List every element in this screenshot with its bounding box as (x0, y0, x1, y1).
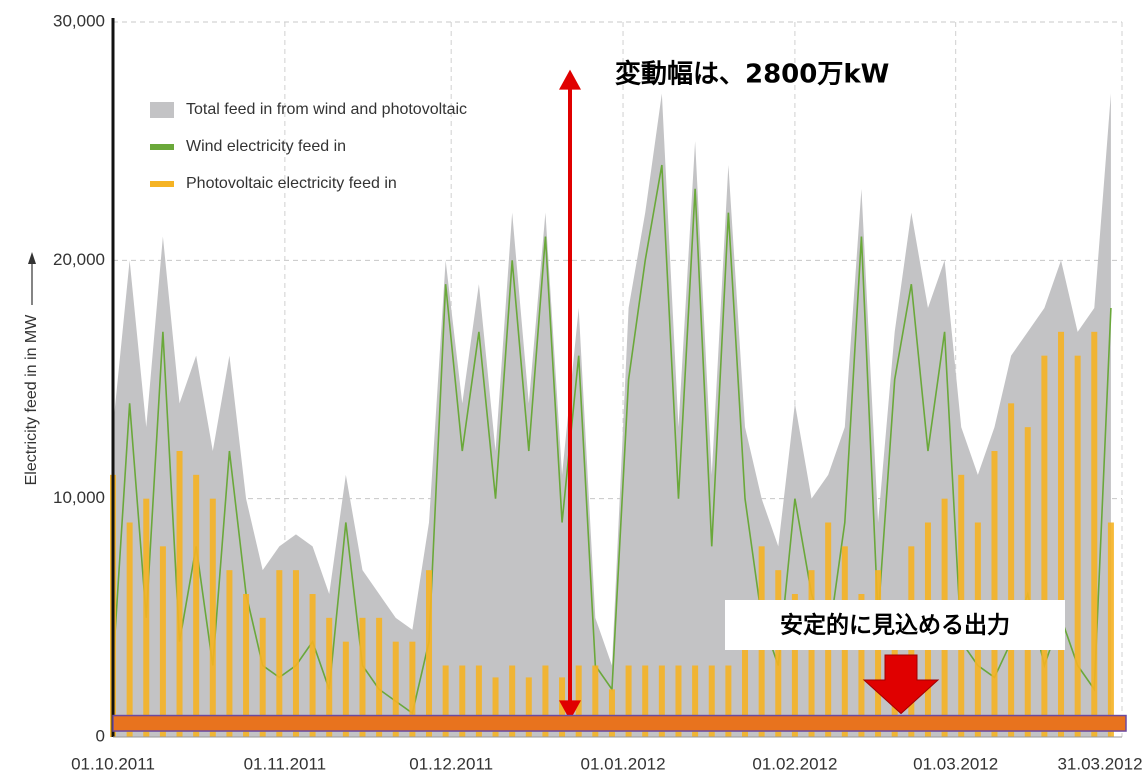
bar (159, 546, 166, 737)
bar (625, 665, 632, 737)
bar (342, 641, 349, 737)
bar (126, 522, 133, 737)
bar (1074, 355, 1081, 737)
annotation: 変動幅は、2800万kW (615, 59, 889, 90)
bar (292, 570, 299, 737)
arrow-head (559, 700, 581, 721)
bar (708, 665, 715, 737)
bar (276, 570, 283, 737)
bar (359, 617, 366, 737)
bar (1091, 331, 1098, 737)
bar (309, 594, 316, 737)
y-tick-label: 20,000 (53, 250, 105, 269)
annotation-box (725, 600, 1065, 650)
legend-swatch (150, 144, 174, 150)
y-tick-label: 30,000 (53, 11, 105, 30)
bar (1107, 522, 1114, 737)
bar (642, 665, 649, 737)
legend-swatch (150, 102, 174, 118)
bar (675, 665, 682, 737)
bar (692, 665, 699, 737)
x-tick-label: 01.11.2011 (244, 754, 327, 773)
legend-swatch (150, 181, 174, 187)
legend-label: Total feed in from wind and photovoltaic (186, 101, 467, 118)
bar (1041, 355, 1048, 737)
bar (209, 498, 216, 737)
legend-label: Photovoltaic electricity feed in (186, 175, 397, 192)
y-axis-label: Electricity feed in in MW (23, 314, 40, 486)
bar (742, 641, 749, 737)
bar (143, 498, 150, 737)
bar (858, 594, 865, 737)
legend-label: Wind electricity feed in (186, 138, 346, 155)
x-tick-label: 01.01.2012 (580, 754, 665, 773)
bar (259, 617, 266, 737)
legend-item: Total feed in from wind and photovoltaic (150, 101, 467, 118)
bar (525, 677, 532, 737)
bar (243, 594, 250, 737)
y-label-arrow (28, 252, 36, 305)
bar (326, 617, 333, 737)
bar (791, 594, 798, 737)
bar (193, 474, 200, 737)
bar (176, 451, 183, 737)
bar (459, 665, 466, 737)
bar (426, 570, 433, 737)
arrow-head (559, 69, 581, 90)
bar (1008, 403, 1015, 737)
bar (442, 665, 449, 737)
x-tick-label: 31.03.2012 (1057, 754, 1142, 773)
x-tick-label: 01.12.2011 (409, 754, 493, 773)
bar (226, 570, 233, 737)
bar (875, 570, 882, 737)
bar (608, 689, 615, 737)
bar (592, 665, 599, 737)
y-tick-label: 0 (96, 726, 105, 745)
bar (808, 570, 815, 737)
bar (1024, 427, 1031, 737)
annotation: 安定的に見込める出力 (780, 612, 1010, 639)
x-tick-label: 01.10.2011 (71, 754, 155, 773)
legend-item: Photovoltaic electricity feed in (150, 175, 397, 192)
bar (658, 665, 665, 737)
x-tick-label: 01.02.2012 (752, 754, 837, 773)
stable-band (112, 714, 1127, 732)
bar (475, 665, 482, 737)
legend-item: Wind electricity feed in (150, 138, 346, 155)
down-arrow (862, 654, 940, 715)
bar (1058, 331, 1065, 737)
bar (559, 677, 566, 737)
bar (376, 617, 383, 737)
y-tick-label: 10,000 (53, 488, 105, 507)
bar (409, 641, 416, 737)
bar (492, 677, 499, 737)
bar (542, 665, 549, 737)
x-tick-label: 01.03.2012 (913, 754, 998, 773)
bar (725, 665, 732, 737)
bar (392, 641, 399, 737)
bar (775, 570, 782, 737)
bar (509, 665, 516, 737)
bar (991, 451, 998, 737)
